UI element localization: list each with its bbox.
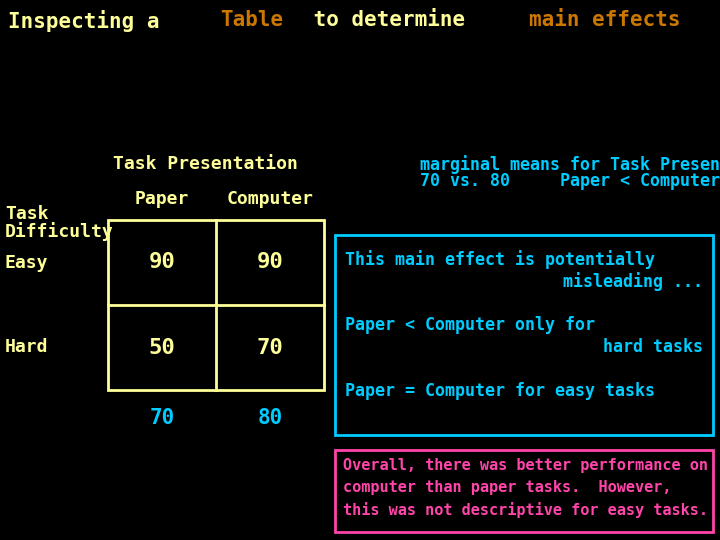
Text: Overall, there was better performance on: Overall, there was better performance on bbox=[343, 458, 708, 473]
Text: marginal means for Task Presentation: marginal means for Task Presentation bbox=[420, 155, 720, 174]
Text: this was not descriptive for easy tasks.: this was not descriptive for easy tasks. bbox=[343, 502, 708, 518]
Bar bbox=[335, 450, 713, 532]
Text: Paper: Paper bbox=[135, 190, 189, 208]
Text: Paper = Computer for easy tasks: Paper = Computer for easy tasks bbox=[345, 382, 655, 400]
Text: Easy: Easy bbox=[5, 253, 48, 272]
Text: Inspecting a: Inspecting a bbox=[8, 10, 172, 32]
Text: 70: 70 bbox=[149, 408, 175, 428]
Text: Task Presentation: Task Presentation bbox=[113, 155, 298, 173]
Text: Paper < Computer only for: Paper < Computer only for bbox=[345, 316, 595, 334]
Bar bbox=[335, 235, 713, 435]
Text: 70 vs. 80     Paper < Computer: 70 vs. 80 Paper < Computer bbox=[420, 172, 720, 190]
Text: 70: 70 bbox=[256, 338, 284, 357]
Text: Hard: Hard bbox=[5, 339, 48, 356]
Text: Computer: Computer bbox=[227, 190, 313, 208]
Text: Table: Table bbox=[220, 10, 283, 30]
Text: 80: 80 bbox=[257, 408, 283, 428]
Text: This main effect is potentially: This main effect is potentially bbox=[345, 250, 655, 269]
Text: to determine: to determine bbox=[301, 10, 478, 30]
Text: Task: Task bbox=[5, 205, 48, 223]
Bar bbox=[108, 220, 324, 390]
Text: Difficulty: Difficulty bbox=[5, 222, 114, 241]
Text: main effects: main effects bbox=[529, 10, 681, 30]
Text: 50: 50 bbox=[148, 338, 176, 357]
Text: 90: 90 bbox=[148, 253, 176, 273]
Text: misleading ...: misleading ... bbox=[563, 272, 703, 291]
Text: hard tasks: hard tasks bbox=[603, 338, 703, 356]
Text: 90: 90 bbox=[256, 253, 284, 273]
Text: computer than paper tasks.  However,: computer than paper tasks. However, bbox=[343, 480, 672, 495]
